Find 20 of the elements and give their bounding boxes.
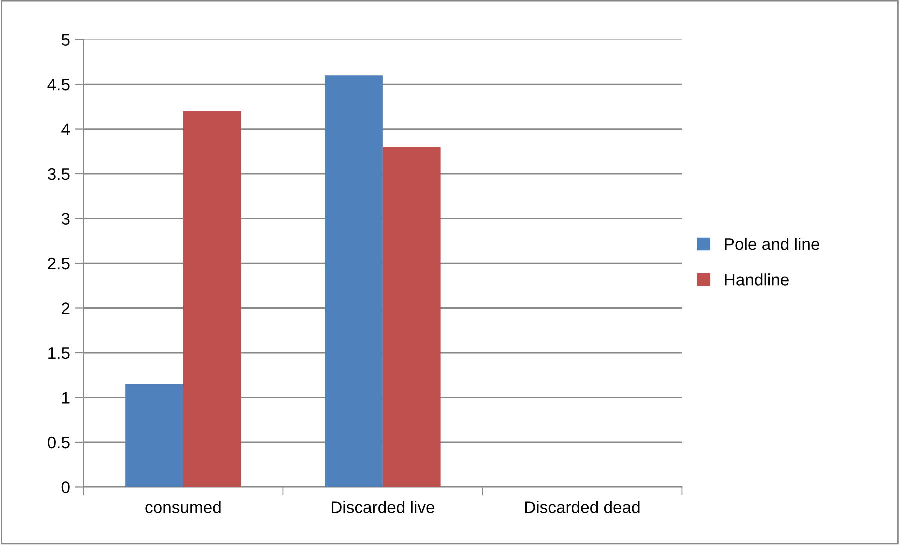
y-tick-label: 1 xyxy=(62,392,70,404)
legend-label: Handline xyxy=(725,274,789,286)
x-tick-label: consumed xyxy=(146,501,221,514)
y-tick-label: 5 xyxy=(62,34,70,46)
bar xyxy=(325,76,383,488)
y-tick-label: 1.5 xyxy=(48,348,70,360)
y-tick-label: 2.5 xyxy=(48,258,70,270)
bar xyxy=(126,384,184,488)
y-tick-label: 3.5 xyxy=(48,168,70,180)
bar xyxy=(183,111,242,488)
bar xyxy=(382,147,441,488)
y-tick-label: 0 xyxy=(62,482,70,494)
legend-label: Pole and line xyxy=(725,238,820,250)
y-tick-label: 0.5 xyxy=(48,436,70,449)
y-tick-label: 3 xyxy=(62,213,70,225)
x-tick-label: Discarded dead xyxy=(525,501,640,514)
y-tick-label: 4 xyxy=(62,124,70,136)
x-tick-label: Discarded live xyxy=(332,501,435,514)
y-tick-label: 2 xyxy=(62,302,70,314)
y-tick-label: 4.5 xyxy=(48,79,70,91)
